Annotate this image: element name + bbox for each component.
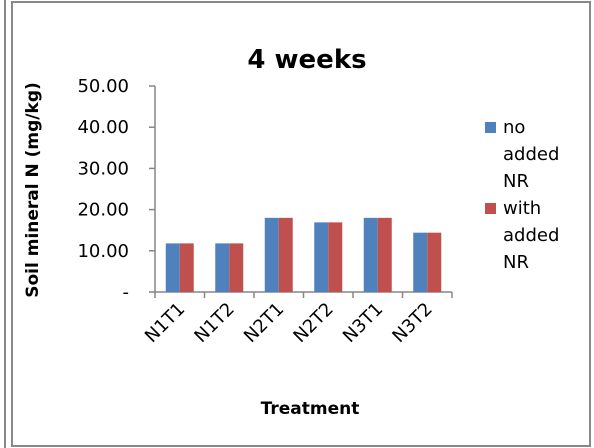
y-axis-label: Soil mineral N (mg/kg) — [23, 82, 43, 298]
chart-title: 4 weeks — [247, 45, 366, 75]
bar-n1t1-series-1 — [165, 243, 180, 292]
x-axis-label: Treatment — [261, 399, 360, 419]
legend: no added NR with added NR — [485, 117, 559, 273]
bar-n2t2-series-2 — [328, 222, 343, 292]
bar-n1t1-series-2 — [179, 243, 194, 292]
legend-swatch-series-2 — [485, 203, 496, 214]
y-tick-label: 20.00 — [77, 200, 129, 221]
bar-n3t2-series-1 — [413, 232, 428, 292]
y-tick-label: 10.00 — [77, 241, 129, 262]
bar-n1t2-series-2 — [229, 243, 244, 292]
chart-frame — [11, 1, 591, 447]
bar-n2t2-series-1 — [314, 222, 329, 292]
legend-label-series-2: with added NR — [503, 198, 559, 273]
bar-n3t1-series-1 — [363, 217, 378, 292]
y-tick-label: 50.00 — [77, 76, 129, 97]
bar-n2t1-series-1 — [264, 217, 279, 292]
y-tick-label: 40.00 — [77, 117, 129, 138]
bar-n2t1-series-2 — [278, 217, 293, 292]
legend-label-series-1: no added NR — [503, 117, 559, 192]
y-tick-label: - — [123, 282, 130, 303]
legend-swatch-series-1 — [485, 122, 496, 133]
y-tick-label: 30.00 — [77, 158, 129, 179]
bar-n3t1-series-2 — [377, 217, 392, 292]
bar-n1t2-series-1 — [215, 243, 230, 292]
bar-n3t2-series-2 — [427, 232, 442, 292]
